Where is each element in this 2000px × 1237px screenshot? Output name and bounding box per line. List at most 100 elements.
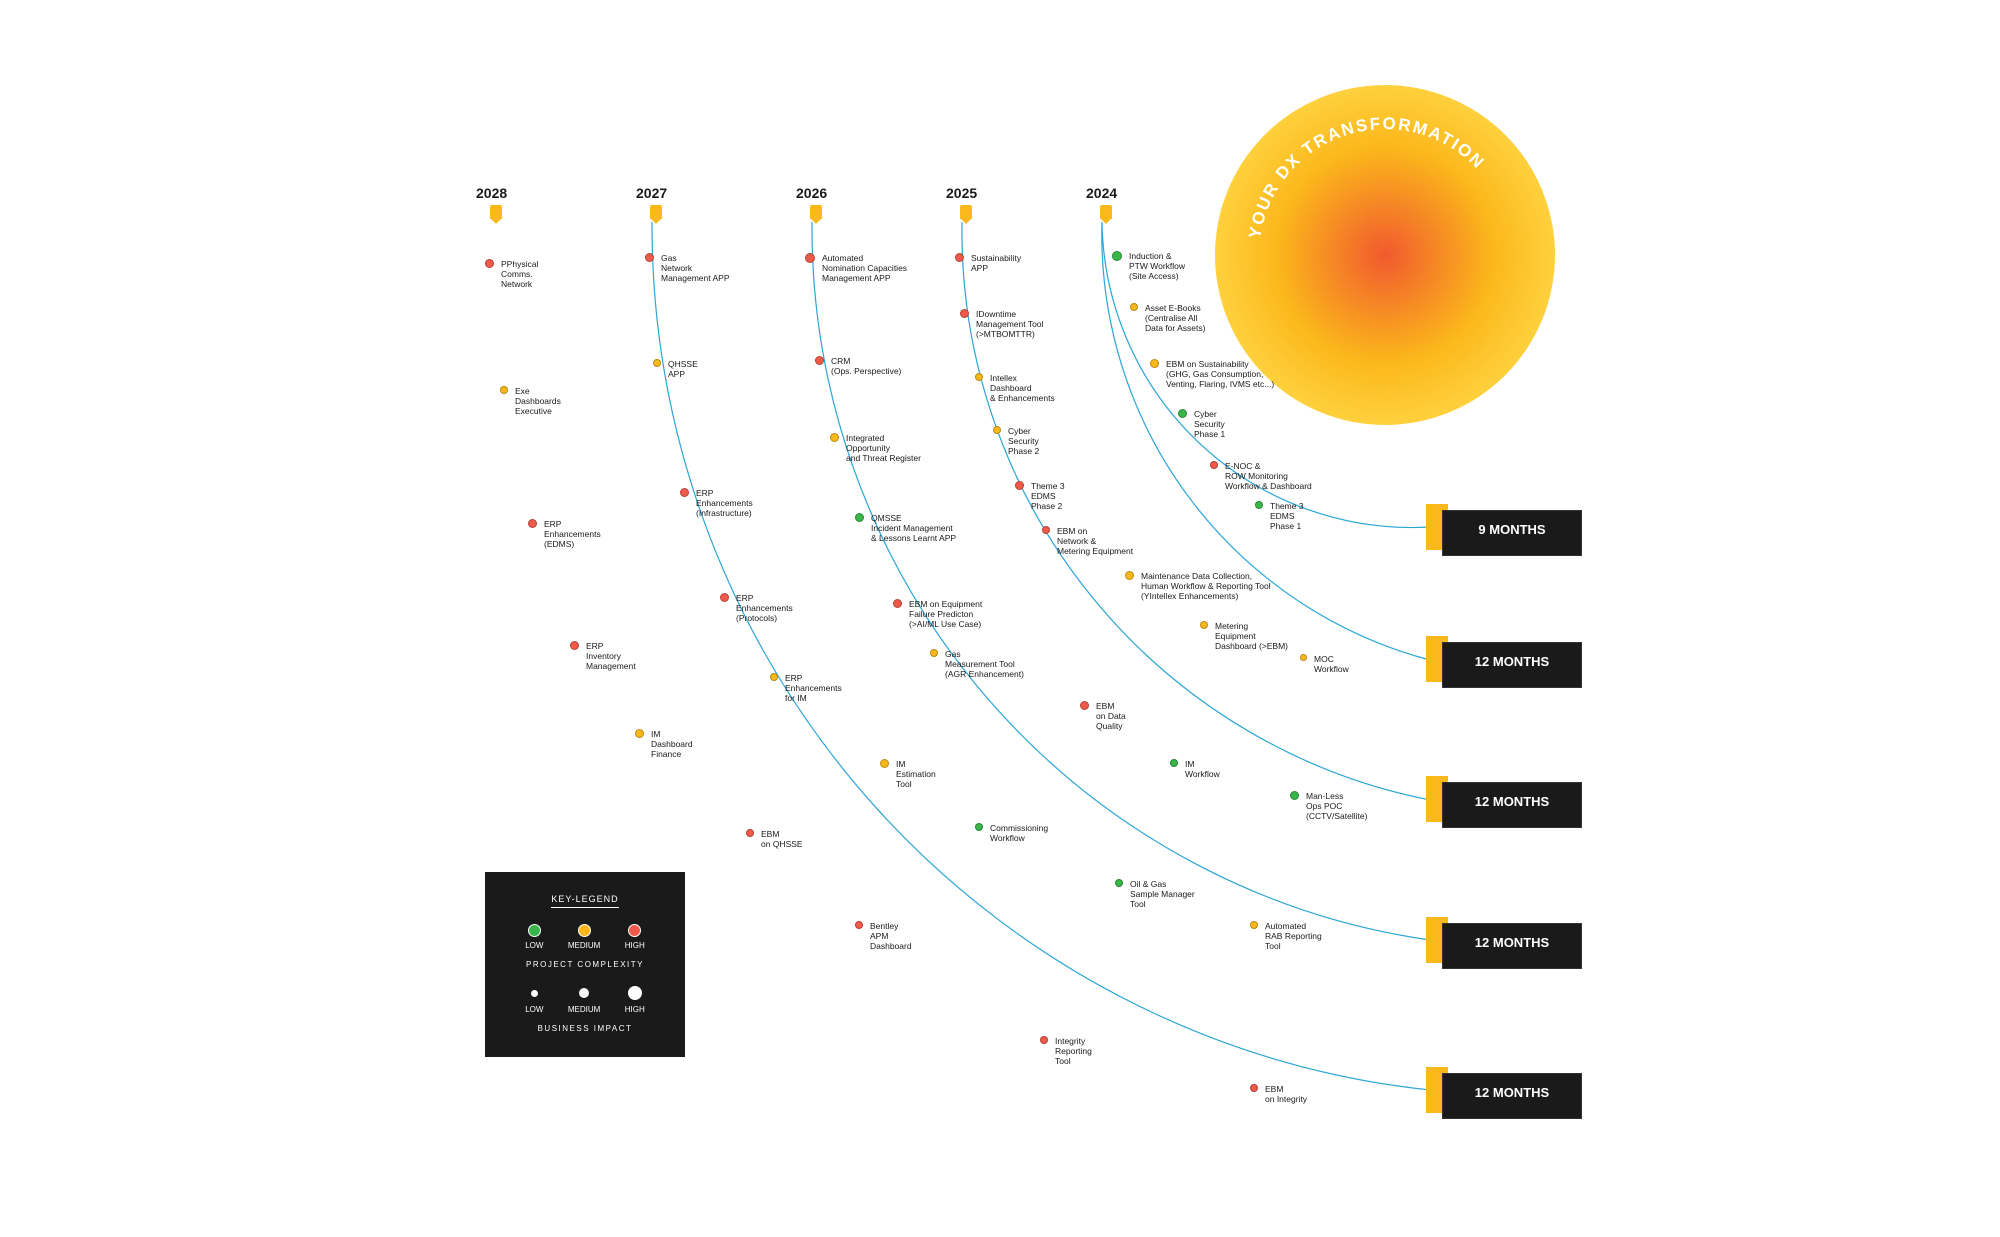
year-marker-2028 bbox=[490, 205, 502, 219]
node-nodes_2024-5: Theme 3EDMSPhase 1 bbox=[1255, 500, 1304, 532]
node-label: GasMeasurement Tool(AGR Enhancement) bbox=[945, 648, 1024, 680]
year-label-2028: 2028 bbox=[476, 185, 507, 201]
node-label: E-NOC &ROW MonitoringWorkflow & Dashboar… bbox=[1225, 460, 1312, 492]
legend-level-label: LOW bbox=[525, 1005, 543, 1014]
node-dot bbox=[1250, 1084, 1258, 1092]
node-nodes_2028-3: ERPInventoryManagement bbox=[570, 640, 636, 672]
node-nodes_2027-4: ERPEnhancementsfor IM bbox=[770, 672, 842, 704]
node-label: Asset E-Books(Centralise AllData for Ass… bbox=[1145, 302, 1205, 334]
node-nodes_2027-6: BentleyAPMDashboard bbox=[855, 920, 912, 952]
node-nodes_2024b-2: MOCWorkflow bbox=[1300, 653, 1349, 674]
node-label: ERPInventoryManagement bbox=[586, 640, 636, 672]
badge-label: 12 MONTHS bbox=[1442, 1073, 1582, 1119]
duration-badge-4: 12 MONTHS bbox=[1420, 1073, 1582, 1119]
duration-badge-3: 12 MONTHS bbox=[1420, 923, 1582, 969]
node-dot bbox=[893, 599, 902, 608]
node-nodes_2027-2: ERPEnhancements(Infrastructure) bbox=[680, 487, 753, 519]
node-dot bbox=[1210, 461, 1218, 469]
year-label-2024: 2024 bbox=[1086, 185, 1117, 201]
node-nodes_2027-0: GasNetworkManagement APP bbox=[645, 252, 730, 284]
node-nodes_2025-0: SustainabilityAPP bbox=[955, 252, 1021, 273]
node-label: AutomatedRAB ReportingTool bbox=[1265, 920, 1322, 952]
node-nodes_2024b-0: Maintenance Data Collection,Human Workfl… bbox=[1125, 570, 1271, 602]
legend-level-label: MEDIUM bbox=[568, 1005, 600, 1014]
node-label: IntegratedOpportunityand Threat Register bbox=[846, 432, 921, 464]
node-dot bbox=[1150, 359, 1159, 368]
year-label-2027: 2027 bbox=[636, 185, 667, 201]
node-nodes_2025-8: Man-LessOps POC(CCTV/Satellite) bbox=[1290, 790, 1367, 822]
legend-impact-row: LOW MEDIUM HIGH bbox=[513, 985, 657, 1014]
node-dot bbox=[1170, 759, 1178, 767]
badge-label: 12 MONTHS bbox=[1442, 923, 1582, 969]
node-nodes_2027-1: QHSSEAPP bbox=[653, 358, 698, 379]
svg-text:YOUR DX TRANSFORMATION: YOUR DX TRANSFORMATION bbox=[1245, 114, 1489, 240]
year-marker-2024 bbox=[1100, 205, 1112, 219]
node-dot bbox=[815, 356, 824, 365]
roadmap-arcs bbox=[0, 0, 2000, 1237]
node-label: IntegrityReportingTool bbox=[1055, 1035, 1092, 1067]
node-label: QHSSEAPP bbox=[668, 358, 698, 379]
node-nodes_2026-8: AutomatedRAB ReportingTool bbox=[1250, 920, 1322, 952]
legend-impact-high: HIGH bbox=[625, 985, 645, 1014]
legend-level-label: HIGH bbox=[625, 941, 645, 950]
node-nodes_2026-0: AutomatedNomination CapacitiesManagement… bbox=[805, 252, 907, 284]
node-dot bbox=[955, 253, 964, 262]
node-label: ERPEnhancements(Protocols) bbox=[736, 592, 793, 624]
node-dot bbox=[930, 649, 938, 657]
legend-dot bbox=[528, 924, 541, 937]
node-nodes_2025-1: IDowntimeManagement Tool(>MTBOMTTR) bbox=[960, 308, 1043, 340]
node-nodes_2026-7: Oil & GasSample ManagerTool bbox=[1115, 878, 1195, 910]
node-nodes_2027-8: EBMon Integrity bbox=[1250, 1083, 1307, 1104]
node-nodes_2024-2: EBM on Sustainability(GHG, Gas Consumpti… bbox=[1150, 358, 1274, 390]
node-dot bbox=[1130, 303, 1138, 311]
node-label: CyberSecurityPhase 2 bbox=[1008, 425, 1039, 457]
node-nodes_2024-3: CyberSecurityPhase 1 bbox=[1178, 408, 1225, 440]
legend-complexity-row: LOWMEDIUMHIGH bbox=[513, 924, 657, 950]
node-nodes_2024-4: E-NOC &ROW MonitoringWorkflow & Dashboar… bbox=[1210, 460, 1312, 492]
node-nodes_2026-2: IntegratedOpportunityand Threat Register bbox=[830, 432, 921, 464]
node-dot bbox=[653, 359, 661, 367]
legend-dot bbox=[579, 988, 589, 998]
legend-title: KEY-LEGEND bbox=[551, 894, 618, 908]
node-label: EBM on Sustainability(GHG, Gas Consumpti… bbox=[1166, 358, 1274, 390]
node-label: Theme 3EDMSPhase 2 bbox=[1031, 480, 1065, 512]
legend-impact-label: BUSINESS IMPACT bbox=[513, 1024, 657, 1033]
node-nodes_2026-4: EBM on EquipmentFailure Predicton(>AI/ML… bbox=[893, 598, 982, 630]
node-label: MeteringEquipmentDashboard (>EBM) bbox=[1215, 620, 1288, 652]
duration-badge-1: 12 MONTHS bbox=[1420, 642, 1582, 688]
node-label: Theme 3EDMSPhase 1 bbox=[1270, 500, 1304, 532]
node-nodes_2025-3: CyberSecurityPhase 2 bbox=[993, 425, 1039, 457]
node-dot bbox=[1178, 409, 1187, 418]
node-label: SustainabilityAPP bbox=[971, 252, 1021, 273]
node-dot bbox=[1200, 621, 1208, 629]
node-nodes_2028-0: PPhysicalComms.Network bbox=[485, 258, 538, 290]
node-label: QMSSEIncident Management& Lessons Learnt… bbox=[871, 512, 956, 544]
node-nodes_2024-0: Induction &PTW Workflow(Site Access) bbox=[1112, 250, 1185, 282]
node-nodes_2025-7: IMWorkflow bbox=[1170, 758, 1220, 779]
node-label: Oil & GasSample ManagerTool bbox=[1130, 878, 1195, 910]
node-dot bbox=[1255, 501, 1263, 509]
year-label-2026: 2026 bbox=[796, 185, 827, 201]
legend-dot bbox=[531, 990, 538, 997]
node-dot bbox=[975, 823, 983, 831]
node-dot bbox=[1040, 1036, 1048, 1044]
legend-dot bbox=[628, 924, 641, 937]
legend-impact-medium: MEDIUM bbox=[568, 985, 600, 1014]
node-nodes_2028-2: ERPEnhancements(EDMS) bbox=[528, 518, 601, 550]
node-label: IntellexDashboard& Enhancements bbox=[990, 372, 1055, 404]
node-dot bbox=[645, 253, 654, 262]
node-dot bbox=[570, 641, 579, 650]
node-dot bbox=[805, 253, 815, 263]
node-dot bbox=[855, 513, 864, 522]
legend-dot bbox=[578, 924, 591, 937]
node-dot bbox=[1042, 526, 1050, 534]
node-label: EBM onNetwork &Metering Equipment bbox=[1057, 525, 1133, 557]
node-dot bbox=[1080, 701, 1089, 710]
node-nodes_2027-5: IMEstimationTool bbox=[880, 758, 936, 790]
node-dot bbox=[1290, 791, 1299, 800]
node-nodes_2026-3: QMSSEIncident Management& Lessons Learnt… bbox=[855, 512, 956, 544]
legend-level-label: LOW bbox=[525, 941, 543, 950]
node-nodes_2024-1: Asset E-Books(Centralise AllData for Ass… bbox=[1130, 302, 1205, 334]
node-dot bbox=[855, 921, 863, 929]
node-label: EBMon Integrity bbox=[1265, 1083, 1307, 1104]
